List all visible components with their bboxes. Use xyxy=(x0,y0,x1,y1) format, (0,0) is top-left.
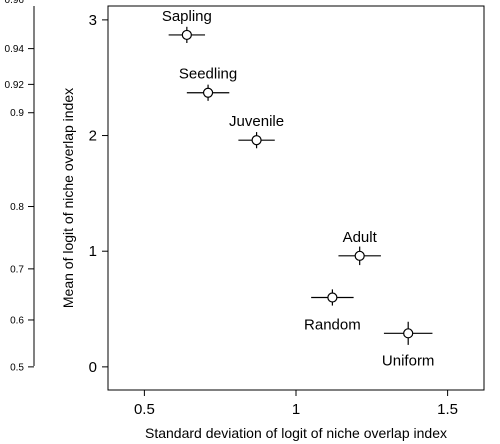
secondary-tick-label: 0.92 xyxy=(5,80,25,91)
secondary-axis: 0.5 0.6 0.7 0.8 0.9 0.92 0.94 0.96 xyxy=(5,0,34,373)
point-label: Adult xyxy=(343,229,378,246)
point-label: Juvenile xyxy=(229,113,284,130)
secondary-tick-label: 0.7 xyxy=(10,264,24,275)
x-tick-label: 1.5 xyxy=(437,401,458,418)
y-axis-title: Mean of logit of niche overlap index xyxy=(60,88,76,308)
data-point-sapling: Sapling xyxy=(162,8,212,44)
y-tick-label: 2 xyxy=(89,128,97,145)
secondary-tick-label: 0.9 xyxy=(10,108,24,119)
point-label: Sapling xyxy=(162,8,212,25)
secondary-tick-label: 0.96 xyxy=(5,0,25,6)
x-tick-label: 1 xyxy=(292,401,300,418)
y-tick-label: 1 xyxy=(89,243,97,260)
point-marker xyxy=(181,29,192,41)
data-points: Sapling Seedling Juvenile Adult Random Unifor… xyxy=(162,8,435,369)
plot-frame xyxy=(107,5,485,391)
x-axis: 0.5 1 1.5 xyxy=(134,390,458,418)
secondary-tick-label: 0.6 xyxy=(10,315,24,326)
y-tick-label: 3 xyxy=(89,12,97,29)
data-point-uniform: Uniform xyxy=(382,321,435,369)
point-marker xyxy=(251,135,262,146)
point-label: Uniform xyxy=(382,352,435,369)
point-marker xyxy=(354,250,365,261)
y-tick-label: 0 xyxy=(89,359,97,376)
secondary-tick-label: 0.5 xyxy=(10,362,24,373)
secondary-tick-label: 0.8 xyxy=(10,202,24,213)
point-label: Random xyxy=(304,316,361,333)
data-point-seedling: Seedling xyxy=(179,66,237,101)
point-marker xyxy=(327,292,338,303)
data-point-random: Random xyxy=(304,289,361,333)
x-tick-label: 0.5 xyxy=(134,401,155,418)
point-marker xyxy=(202,87,214,98)
data-point-adult: Adult xyxy=(338,229,381,266)
y-axis: 0 1 2 3 xyxy=(89,12,108,376)
data-point-juvenile: Juvenile xyxy=(229,113,284,149)
secondary-tick-label: 0.94 xyxy=(5,44,25,55)
point-marker xyxy=(403,328,414,339)
point-label: Seedling xyxy=(179,66,237,83)
x-axis-title: Standard deviation of logit of niche ove… xyxy=(145,425,447,441)
